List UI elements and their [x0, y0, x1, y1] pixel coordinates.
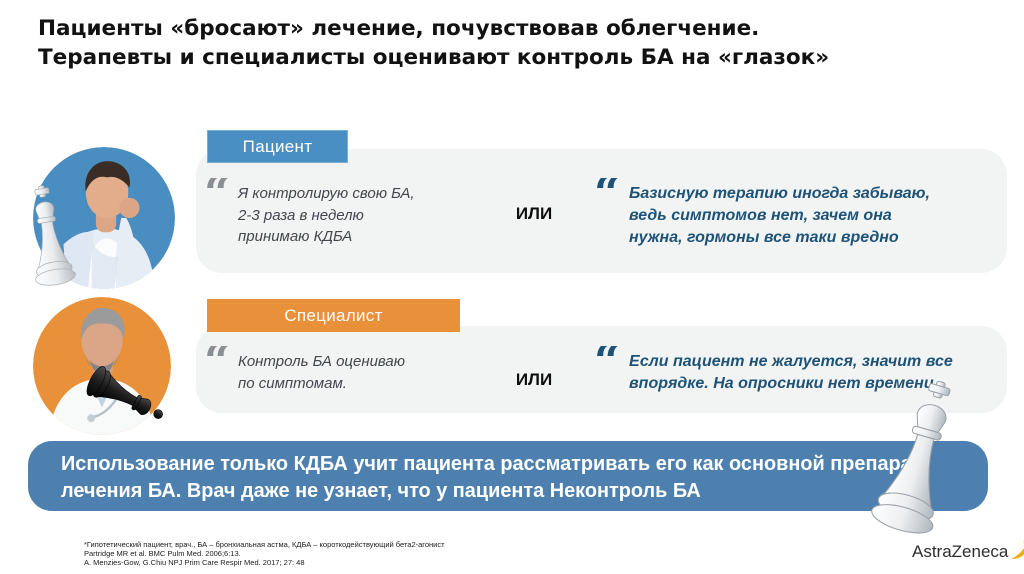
- key-message-text: Использование только КДБА учит пациента …: [61, 452, 922, 502]
- astrazeneca-logo-text: AstraZeneca: [912, 542, 1009, 561]
- or-separator-row1: ИЛИ: [515, 204, 553, 223]
- patient-right-quote: Базисную терапию иногда забываю, ведь си…: [629, 185, 930, 246]
- quote-icon: “: [204, 346, 231, 376]
- or-separator-row2: ИЛИ: [515, 370, 553, 389]
- chess-king-white-icon: [854, 368, 986, 545]
- patient-photo-illustration: [33, 147, 175, 289]
- chess-piece-white-icon: [12, 180, 86, 292]
- footnotes: *Гипотетический пациент, врач., БА – бро…: [84, 540, 445, 567]
- footnote-line: *Гипотетический пациент, врач., БА – бро…: [84, 540, 445, 549]
- footnote-line: Partridge MR et al. BMC Pulm Med. 2006;6…: [84, 548, 241, 558]
- quote-icon: “: [204, 178, 231, 208]
- patient-quote-panel: [196, 149, 1007, 273]
- key-message-banner: Использование только КДБА учит пациента …: [28, 441, 988, 511]
- specialist-label: Специалист: [207, 299, 460, 332]
- specialist-left-quote: Контроль БА оцениваю по симптомам.: [238, 353, 406, 392]
- astrazeneca-logo: AstraZeneca: [912, 542, 1024, 562]
- patient-left-quote: Я контролирую свою БА, 2-3 раза в неделю…: [238, 185, 415, 245]
- footnote-line: A. Menzies-Gow, G.Chiu NPJ Prim Care Res…: [84, 557, 305, 567]
- slide-title: Пациенты «бросают» лечение, почувствовав…: [38, 16, 830, 70]
- chess-piece-black-icon: [78, 357, 174, 437]
- quote-icon: “: [594, 178, 621, 208]
- astrazeneca-logo-icon: [1011, 548, 1024, 559]
- patient-avatar: [33, 147, 175, 289]
- specialist-quote-panel: [196, 326, 1007, 413]
- quote-icon: “: [594, 346, 621, 376]
- patient-label: Пациент: [207, 130, 348, 163]
- specialist-right-quote: Если пациент не жалуется, значит все впо…: [629, 353, 953, 392]
